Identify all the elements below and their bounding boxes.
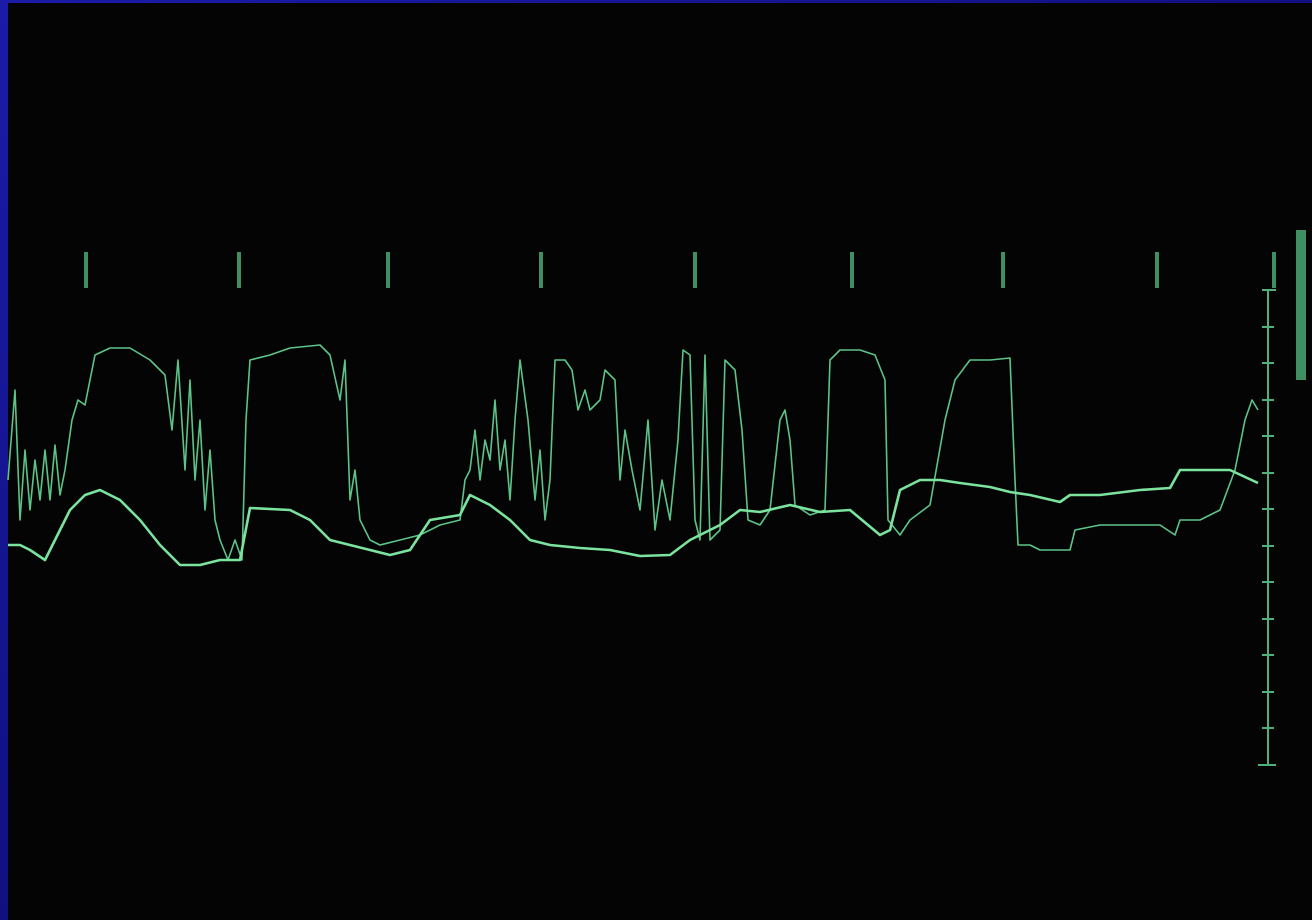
screen <box>8 3 1312 920</box>
time-marks <box>84 230 1306 380</box>
plot-area <box>7 344 1259 567</box>
trace <box>8 468 1259 567</box>
trace <box>7 344 1259 561</box>
right-axis <box>1258 289 1276 766</box>
